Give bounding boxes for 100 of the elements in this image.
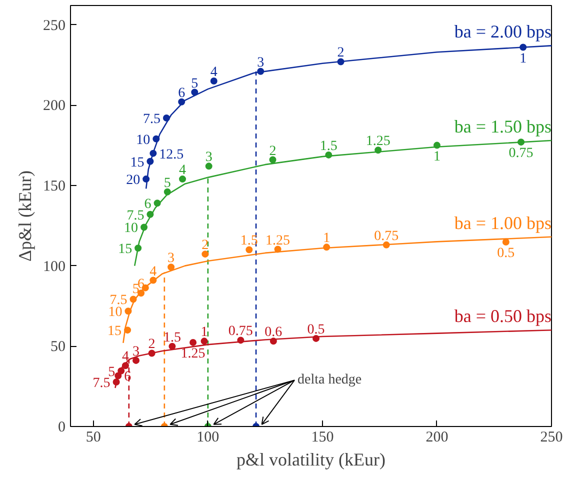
- x-tick-label: 50: [86, 430, 101, 446]
- point: [154, 200, 161, 207]
- annotation: 2: [269, 144, 276, 159]
- annotation: 0.5: [497, 246, 515, 262]
- annotation: 5: [164, 176, 171, 191]
- annotation: 2: [148, 337, 156, 352]
- annotation: 3: [132, 344, 140, 360]
- point: [246, 246, 253, 254]
- point: [146, 210, 154, 218]
- point: [178, 98, 186, 106]
- series-label: ba = 2.00 bps: [454, 22, 552, 42]
- point: [134, 244, 142, 252]
- annotation: 15: [118, 242, 132, 258]
- y-tick-label: 50: [50, 339, 66, 356]
- annotation: 1: [433, 149, 440, 164]
- y-tick-label: 0: [58, 420, 66, 436]
- point: [337, 58, 344, 66]
- point: [237, 336, 244, 344]
- point: [162, 114, 170, 122]
- annotation: 4: [179, 163, 186, 178]
- annotation: 1.5: [163, 330, 181, 346]
- annotation: 3: [257, 55, 264, 70]
- point: [124, 326, 132, 334]
- annotation: 1: [323, 231, 330, 246]
- point: [118, 367, 125, 374]
- point: [150, 276, 157, 284]
- point: [190, 338, 197, 346]
- annotation: 10: [136, 132, 150, 148]
- annotation: 4: [150, 264, 157, 280]
- point: [433, 142, 440, 149]
- point: [274, 246, 282, 253]
- x-tick-label: 150: [311, 430, 334, 446]
- annotation: 0.75: [508, 146, 534, 162]
- point: [140, 224, 148, 231]
- series-label: ba = 1.00 bps: [454, 212, 552, 233]
- point: [168, 264, 175, 271]
- annotation: 7.5: [142, 112, 160, 127]
- point: [374, 146, 382, 154]
- x-tick-label: 200: [426, 430, 448, 446]
- annotation: 0.75: [374, 228, 399, 244]
- point: [191, 88, 198, 96]
- point: [382, 241, 390, 248]
- point: [146, 158, 154, 165]
- annotation: 1.25: [180, 346, 206, 362]
- point: [323, 244, 330, 251]
- annotation: 10: [108, 305, 122, 320]
- annotation: 5: [132, 282, 140, 297]
- y-axis-title: Δp&l (kEur): [15, 170, 35, 262]
- point: [164, 188, 171, 196]
- x-tick-label: 250: [540, 430, 563, 446]
- point: [132, 356, 140, 364]
- y-tick-label: 200: [43, 98, 66, 114]
- point: [257, 68, 264, 75]
- point: [325, 151, 332, 158]
- annotation: 3: [168, 251, 175, 266]
- annotation: 4: [122, 350, 129, 365]
- series-label: ba = 1.50 bps: [454, 116, 552, 136]
- annotation: 0.75: [228, 324, 253, 340]
- annotation: 15: [130, 155, 144, 170]
- annotation: 0.5: [307, 322, 325, 338]
- annotation: 15: [108, 324, 122, 340]
- point: [269, 156, 276, 164]
- point: [179, 176, 186, 183]
- point: [122, 362, 129, 370]
- point: [152, 135, 160, 142]
- point: [112, 378, 120, 386]
- annotation: 1.25: [266, 233, 290, 248]
- annotation: 1.25: [366, 134, 390, 150]
- annotation: 1.5: [240, 234, 258, 249]
- annotation: 20: [126, 173, 140, 188]
- annotation: 1.5: [320, 138, 338, 154]
- point: [518, 138, 525, 146]
- annotation: 10: [124, 221, 138, 236]
- point: [142, 176, 150, 183]
- point: [210, 78, 218, 85]
- annotation: 2: [337, 46, 344, 61]
- x-tick-label: 100: [196, 430, 220, 446]
- annotation: 3: [205, 150, 212, 166]
- x-axis-title: p&l volatility (kEur): [236, 450, 386, 470]
- annotation: 0.6: [264, 325, 282, 340]
- point: [270, 338, 277, 345]
- annotation: 5: [191, 76, 198, 92]
- point: [205, 162, 212, 170]
- annotation: 6: [178, 86, 186, 101]
- y-tick-label: 100: [43, 258, 66, 275]
- annotation: 7.5: [126, 208, 144, 224]
- y-tick-label: 250: [43, 18, 66, 34]
- annotation: 2: [202, 238, 209, 254]
- point: [148, 350, 156, 357]
- point: [114, 372, 122, 380]
- point: [150, 150, 157, 157]
- annotation: 7.5: [92, 376, 110, 391]
- annotation: 4: [210, 65, 218, 80]
- annotation: 1: [520, 51, 527, 66]
- point: [502, 238, 510, 246]
- annotation: 5: [108, 364, 116, 380]
- annotation: 12.5: [159, 147, 184, 162]
- point: [202, 250, 209, 258]
- point: [312, 334, 320, 342]
- point: [520, 44, 527, 51]
